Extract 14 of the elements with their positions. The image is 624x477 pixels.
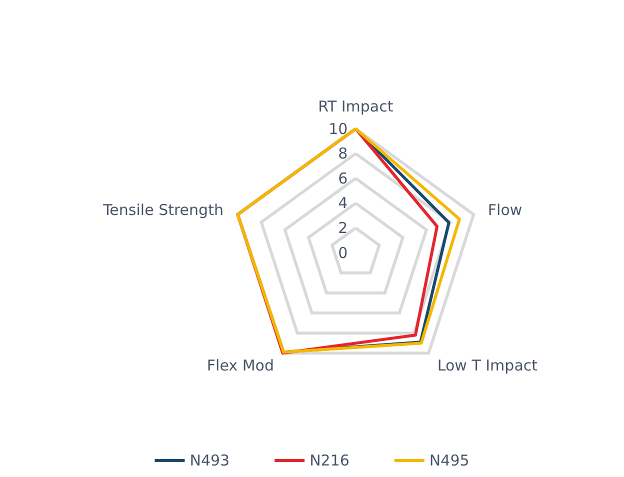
y-tick-label: 6: [338, 169, 348, 188]
y-tick-label: 10: [328, 120, 348, 138]
spoke-label: RT Impact: [318, 97, 394, 116]
legend-label: N495: [429, 452, 470, 470]
y-tick-label: 8: [338, 144, 348, 163]
spoke-label: Low T Impact: [437, 356, 538, 374]
legend-label: N216: [310, 452, 350, 470]
spoke-label: Tensile Strength: [102, 200, 224, 219]
y-tick-label: 0: [338, 244, 348, 262]
legend-label: N493: [190, 452, 230, 470]
spoke-label: Flow: [488, 200, 522, 219]
spoke-label: Flex Mod: [206, 356, 274, 374]
y-tick-label: 2: [338, 219, 348, 238]
y-tick-label: 4: [338, 194, 348, 212]
